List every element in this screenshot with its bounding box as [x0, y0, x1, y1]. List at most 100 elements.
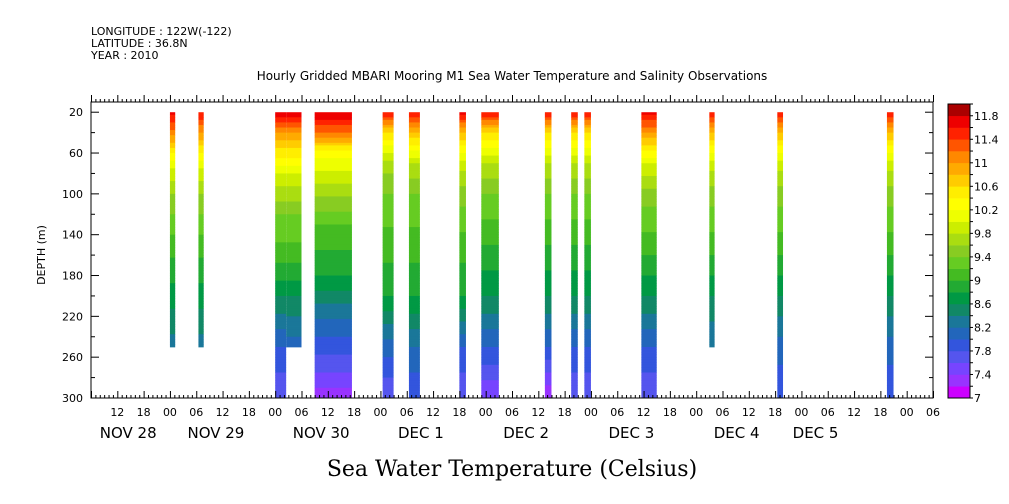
temperature-cell	[314, 352, 352, 356]
temperature-cell	[584, 392, 591, 396]
temperature-cell	[481, 377, 499, 381]
temperature-cell	[886, 188, 894, 192]
temperature-cell	[544, 165, 552, 169]
temperature-cell	[459, 321, 466, 325]
temperature-cell	[571, 344, 578, 348]
temperature-cell	[408, 209, 420, 213]
temperature-cell	[886, 369, 894, 373]
temperature-cell	[481, 158, 499, 162]
temperature-cell	[198, 153, 204, 156]
temperature-cell	[459, 293, 466, 297]
temperature-cell	[777, 244, 784, 248]
temperature-cell	[275, 216, 287, 220]
temperature-cell	[314, 346, 352, 350]
temperature-cell	[481, 176, 499, 179]
temperature-cell	[198, 283, 204, 287]
temperature-cell	[314, 247, 352, 251]
temperature-cell	[275, 275, 287, 279]
temperature-cell	[886, 168, 894, 172]
temperature-cell	[481, 372, 499, 376]
temperature-cell	[169, 229, 176, 233]
temperature-cell	[777, 334, 784, 338]
temperature-cell	[198, 168, 204, 172]
temperature-cell	[275, 193, 287, 197]
temperature-cell	[584, 112, 591, 116]
temperature-cell	[584, 334, 591, 338]
temperature-cell	[459, 380, 466, 384]
temperature-cell	[777, 216, 784, 220]
temperature-cell	[571, 265, 578, 269]
temperature-cell	[459, 224, 466, 228]
temperature-cell	[459, 178, 466, 182]
x-hour-tick-label: 12	[216, 406, 230, 419]
temperature-cell	[198, 331, 204, 335]
temperature-cell	[777, 270, 784, 274]
temperature-cell	[886, 321, 894, 325]
temperature-cell	[408, 334, 420, 338]
temperature-cell	[198, 117, 204, 121]
temperature-cell	[584, 255, 591, 259]
temperature-cell	[286, 326, 302, 330]
temperature-cell	[314, 198, 352, 202]
temperature-cell	[314, 153, 352, 156]
temperature-cell	[481, 255, 499, 259]
temperature-cell	[408, 352, 420, 356]
temperature-cell	[459, 201, 466, 205]
temperature-cell	[481, 357, 499, 361]
temperature-cell	[571, 357, 578, 361]
temperature-cell	[275, 237, 287, 241]
temperature-cell	[408, 237, 420, 241]
temperature-cell	[777, 354, 784, 358]
temperature-cell	[481, 336, 499, 340]
temperature-cell	[382, 262, 394, 266]
temperature-cell	[571, 173, 578, 177]
temperature-cell	[641, 227, 657, 230]
temperature-cell	[275, 130, 287, 134]
temperature-cell	[314, 270, 352, 274]
temperature-cell	[584, 237, 591, 241]
temperature-cell	[275, 150, 287, 154]
colorbar-swatch	[948, 315, 970, 328]
temperature-cell	[198, 229, 204, 233]
temperature-cell	[584, 242, 591, 246]
data-column	[641, 112, 657, 399]
temperature-cell	[382, 206, 394, 210]
temperature-cell	[886, 346, 894, 350]
temperature-cell	[584, 267, 591, 271]
temperature-cell	[481, 165, 499, 169]
temperature-cell	[544, 267, 552, 271]
temperature-cell	[408, 295, 420, 299]
temperature-cell	[641, 306, 657, 310]
temperature-cell	[584, 295, 591, 299]
temperature-cell	[198, 242, 204, 246]
temperature-cell	[382, 211, 394, 215]
temperature-cell	[544, 260, 552, 264]
temperature-cell	[709, 196, 715, 200]
temperature-cell	[382, 209, 394, 213]
temperature-cell	[886, 311, 894, 315]
temperature-cell	[584, 165, 591, 169]
temperature-cell	[408, 382, 420, 386]
colorbar-label: 9	[974, 274, 981, 287]
temperature-cell	[886, 392, 894, 396]
temperature-cell	[571, 186, 578, 190]
temperature-cell	[584, 168, 591, 172]
temperature-cell	[408, 181, 420, 185]
temperature-cell	[459, 334, 466, 338]
temperature-cell	[314, 250, 352, 253]
temperature-cell	[275, 339, 287, 343]
temperature-cell	[584, 188, 591, 192]
temperature-cell	[169, 247, 176, 251]
temperature-cell	[169, 295, 176, 299]
temperature-cell	[408, 303, 420, 307]
temperature-cell	[584, 367, 591, 371]
temperature-cell	[584, 178, 591, 182]
temperature-cell	[408, 375, 420, 378]
temperature-cell	[382, 278, 394, 282]
colorbar-swatch	[948, 280, 970, 293]
temperature-cell	[544, 372, 552, 376]
temperature-cell	[382, 178, 394, 182]
temperature-cell	[886, 124, 894, 128]
temperature-cell	[777, 329, 784, 333]
temperature-cell	[641, 387, 657, 391]
